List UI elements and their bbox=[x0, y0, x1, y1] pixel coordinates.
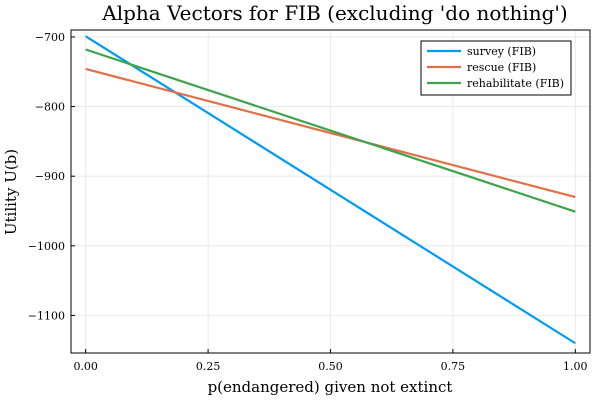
y-tick-layer: −700 −800 −900 −1000 −1100 bbox=[28, 31, 75, 322]
y-tick-label: −1000 bbox=[28, 240, 65, 253]
y-tick-label: −700 bbox=[35, 31, 65, 44]
x-axis-label: p(endangered) given not extinct bbox=[208, 378, 453, 396]
legend-label: survey (FIB) bbox=[467, 45, 536, 58]
legend-items: survey (FIB) rescue (FIB) rehabilitate (FI… bbox=[427, 45, 564, 90]
series-line bbox=[85, 48, 576, 213]
y-tick-label: −900 bbox=[35, 170, 65, 183]
legend-label: rescue (FIB) bbox=[467, 61, 536, 74]
x-tick-label: 0.50 bbox=[318, 360, 343, 373]
series-line bbox=[85, 67, 576, 199]
grid-layer bbox=[71, 30, 590, 353]
chart-title: Alpha Vectors for FIB (excluding 'do not… bbox=[101, 1, 567, 25]
series-layer bbox=[85, 35, 576, 345]
y-axis-label: Utility U(b) bbox=[2, 149, 20, 235]
x-tick-label: 0.25 bbox=[196, 360, 221, 373]
y-tick-label: −1100 bbox=[28, 309, 65, 322]
x-tick-layer: 0.00 0.25 0.50 0.75 1.00 bbox=[73, 349, 588, 373]
y-tick-label: −800 bbox=[35, 101, 65, 114]
x-tick-label: 1.00 bbox=[563, 360, 588, 373]
x-tick-label: 0.75 bbox=[441, 360, 466, 373]
legend-label: rehabilitate (FIB) bbox=[467, 77, 564, 90]
x-tick-label: 0.00 bbox=[73, 360, 98, 373]
series-line bbox=[85, 35, 576, 345]
legend: survey (FIB) rescue (FIB) rehabilitate (FI… bbox=[420, 40, 572, 96]
